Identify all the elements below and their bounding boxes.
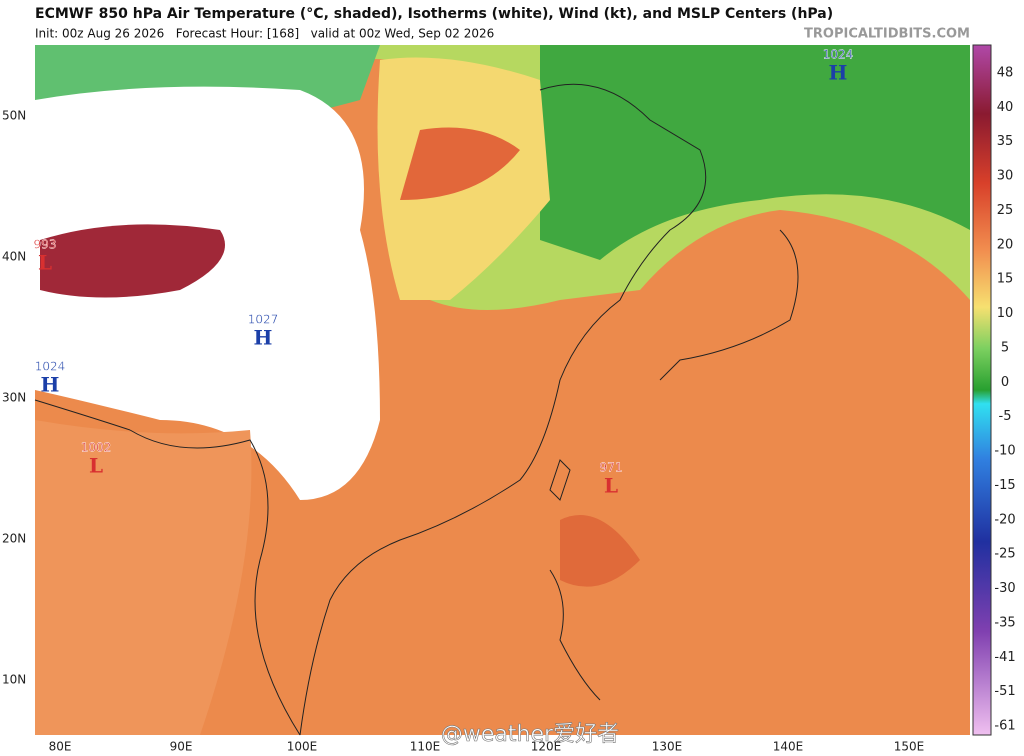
lon-label: 80E (49, 740, 72, 754)
pressure-value: 993 (34, 238, 57, 252)
colorbar-label: 5 (1001, 340, 1009, 355)
lat-label: 20N (2, 532, 26, 546)
lat-label: 50N (2, 109, 26, 123)
colorbar-label: -35 (994, 615, 1015, 630)
pressure-center-symbol: H (254, 326, 273, 350)
pressure-value: 1027 (248, 313, 279, 327)
colorbar-label: -10 (994, 444, 1015, 459)
pressure-center-symbol: L (89, 454, 103, 478)
colorbar-label: 48 (997, 66, 1014, 81)
colorbar-label: 35 (997, 134, 1014, 149)
colorbar-label: 40 (997, 100, 1014, 115)
lon-label: 140E (773, 740, 804, 754)
lon-label: 120E (531, 740, 562, 754)
subtitle: Init: 00z Aug 26 2026 Forecast Hour: [16… (35, 27, 494, 41)
lon-label: 110E (410, 740, 441, 754)
pressure-value: 1002 (81, 441, 112, 455)
pressure-center-symbol: H (41, 373, 60, 397)
lon-label: 100E (287, 740, 318, 754)
source: TROPICALTIDBITS.COM (804, 27, 970, 42)
colorbar-label: -20 (994, 512, 1015, 527)
pressure-center-symbol: L (38, 251, 52, 275)
colorbar-label: 25 (997, 203, 1014, 218)
colorbar-label: -30 (994, 581, 1015, 596)
colorbar-label: 0 (1001, 375, 1009, 390)
pressure-center-symbol: L (604, 474, 618, 498)
colorbar-label: -51 (994, 684, 1015, 699)
colorbar-label: -61 (994, 719, 1015, 734)
pressure-value: 1024 (35, 360, 66, 374)
colorbar-label: -25 (994, 547, 1015, 562)
lat-label: 30N (2, 391, 26, 405)
watermark: @weather爱好者 (441, 722, 619, 747)
pressure-value: 971 (600, 461, 623, 475)
pressure-center-symbol: H (829, 61, 848, 85)
lat-label: 40N (2, 250, 26, 264)
lat-label: 10N (2, 673, 26, 687)
colorbar-label: 15 (997, 272, 1014, 287)
lon-label: 130E (652, 740, 683, 754)
lon-label: 150E (894, 740, 925, 754)
colorbar-label: -5 (999, 409, 1012, 424)
title: ECMWF 850 hPa Air Temperature (°C, shade… (35, 6, 833, 22)
colorbar (972, 44, 992, 736)
lon-label: 90E (170, 740, 193, 754)
pressure-value: 1024 (823, 48, 854, 62)
colorbar-label: 20 (997, 237, 1014, 252)
colorbar-label: -15 (994, 478, 1015, 493)
colorbar-label: 30 (997, 169, 1014, 184)
colorbar-label: -41 (994, 650, 1015, 665)
map-field (35, 45, 970, 735)
coastlines (34, 83, 799, 736)
colorbar-label: 10 (997, 306, 1014, 321)
